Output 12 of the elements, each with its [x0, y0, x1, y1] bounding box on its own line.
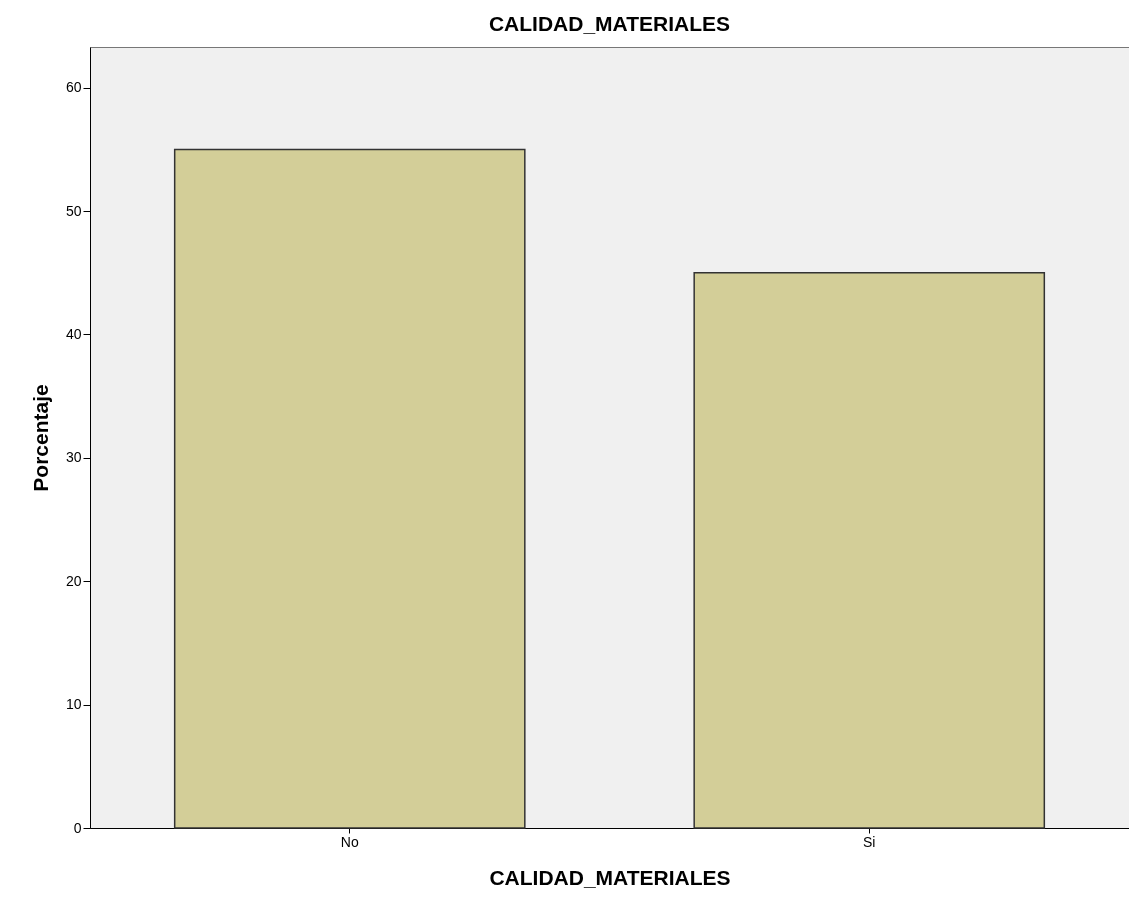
x-tick-label: No — [340, 833, 359, 850]
x-axis-title: CALIDAD_MATERIALES — [489, 865, 731, 889]
chart-title: CALIDAD_MATERIALES — [488, 12, 731, 35]
y-axis-title: Porcentaje — [28, 384, 52, 492]
y-tick-label: 20 — [65, 572, 82, 589]
x-tick-label: Si — [863, 833, 876, 850]
y-tick-label: 0 — [73, 819, 82, 836]
y-tick-label: 40 — [65, 325, 82, 342]
y-tick-label: 50 — [65, 202, 82, 219]
y-tick-label: 10 — [65, 696, 82, 713]
y-tick-label: 30 — [65, 449, 82, 466]
y-tick-label: 60 — [65, 79, 82, 96]
